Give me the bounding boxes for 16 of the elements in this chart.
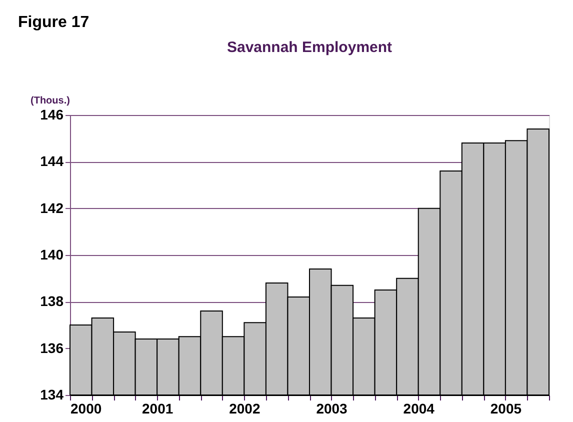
x-tick-label: 2001 xyxy=(142,400,174,416)
x-tick-label: 2002 xyxy=(229,400,260,416)
x-tick-label: 2004 xyxy=(403,400,435,416)
y-tick-label: 146 xyxy=(40,106,64,122)
y-tick-label: 140 xyxy=(40,246,64,262)
y-axis-title: (Thous.) xyxy=(30,96,70,106)
x-tick-label: 2003 xyxy=(316,400,348,416)
y-tick-label: 134 xyxy=(40,386,64,402)
y-tick-label: 144 xyxy=(40,153,64,170)
x-tick-label: 2005 xyxy=(490,400,522,416)
x-tick-label: 2000 xyxy=(70,400,102,416)
y-tick-label: 136 xyxy=(40,340,64,356)
y-tick-label: 138 xyxy=(40,293,64,310)
y-tick-label: 142 xyxy=(40,200,64,216)
chart-title: Savannah Employment xyxy=(226,39,392,56)
caption: Figure 17 xyxy=(18,14,90,31)
